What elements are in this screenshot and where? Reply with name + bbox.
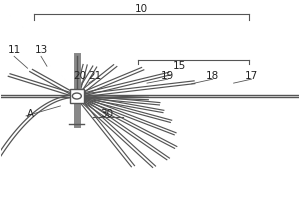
Text: 21: 21: [88, 71, 101, 81]
Text: 17: 17: [245, 71, 258, 81]
Circle shape: [72, 93, 81, 99]
Text: 19: 19: [161, 71, 175, 81]
Text: 11: 11: [8, 45, 21, 55]
Text: 18: 18: [206, 71, 219, 81]
Bar: [70, 89, 84, 103]
Text: A: A: [27, 109, 34, 119]
Text: 13: 13: [34, 45, 48, 55]
Text: 10: 10: [134, 4, 148, 14]
Text: 15: 15: [173, 61, 187, 71]
Text: 20: 20: [73, 71, 86, 81]
Text: 30: 30: [100, 109, 113, 119]
